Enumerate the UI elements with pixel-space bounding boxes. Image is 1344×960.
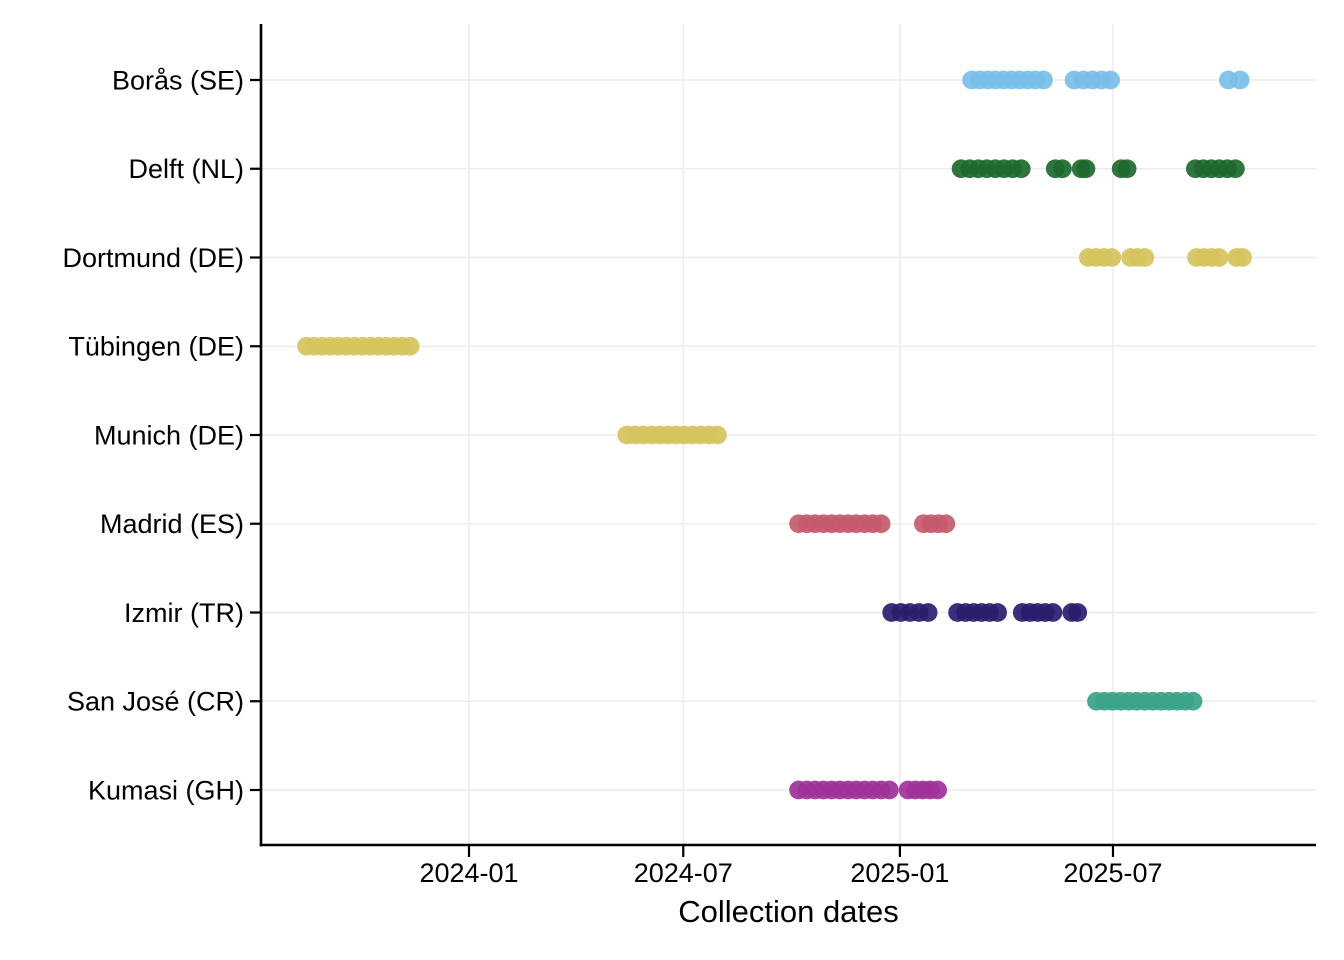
data-point <box>1233 248 1252 267</box>
data-point <box>1053 159 1072 179</box>
data-point <box>1043 603 1063 622</box>
x-tick-label: 2025-01 <box>850 858 949 888</box>
data-point <box>1101 70 1120 90</box>
data-point <box>1183 691 1203 711</box>
data-point <box>988 603 1007 622</box>
x-axis-title: Collection dates <box>678 894 899 929</box>
y-axis-label: Delft (NL) <box>128 154 244 184</box>
data-point <box>936 514 956 534</box>
data-point <box>1135 248 1155 267</box>
y-axis-label: San José (CR) <box>67 687 244 717</box>
x-tick-label: 2024-01 <box>419 858 518 888</box>
data-point <box>400 336 420 356</box>
data-point <box>918 603 938 622</box>
data-point <box>1034 70 1053 90</box>
data-point <box>1068 603 1088 622</box>
y-axis-label: Borås (SE) <box>112 65 244 95</box>
data-point <box>871 514 891 534</box>
y-axis-label: Tübingen (DE) <box>68 332 244 362</box>
data-point <box>1226 159 1245 179</box>
data-point <box>1076 159 1096 179</box>
y-axis-label: Madrid (ES) <box>100 509 244 539</box>
x-tick-label: 2024-07 <box>634 858 733 888</box>
x-tick-label: 2025-07 <box>1063 858 1162 888</box>
data-point <box>879 780 899 800</box>
y-axis-label: Dortmund (DE) <box>62 243 244 273</box>
data-point <box>1209 248 1229 267</box>
data-point <box>1011 159 1031 179</box>
data-point <box>1102 248 1122 267</box>
y-axis-label: Munich (DE) <box>94 420 244 450</box>
data-point <box>928 780 947 800</box>
y-axis-label: Kumasi (GH) <box>88 775 244 805</box>
data-point <box>708 425 727 445</box>
data-point <box>1117 159 1137 179</box>
y-axis-label: Izmir (TR) <box>124 598 244 628</box>
data-point <box>1230 70 1250 90</box>
